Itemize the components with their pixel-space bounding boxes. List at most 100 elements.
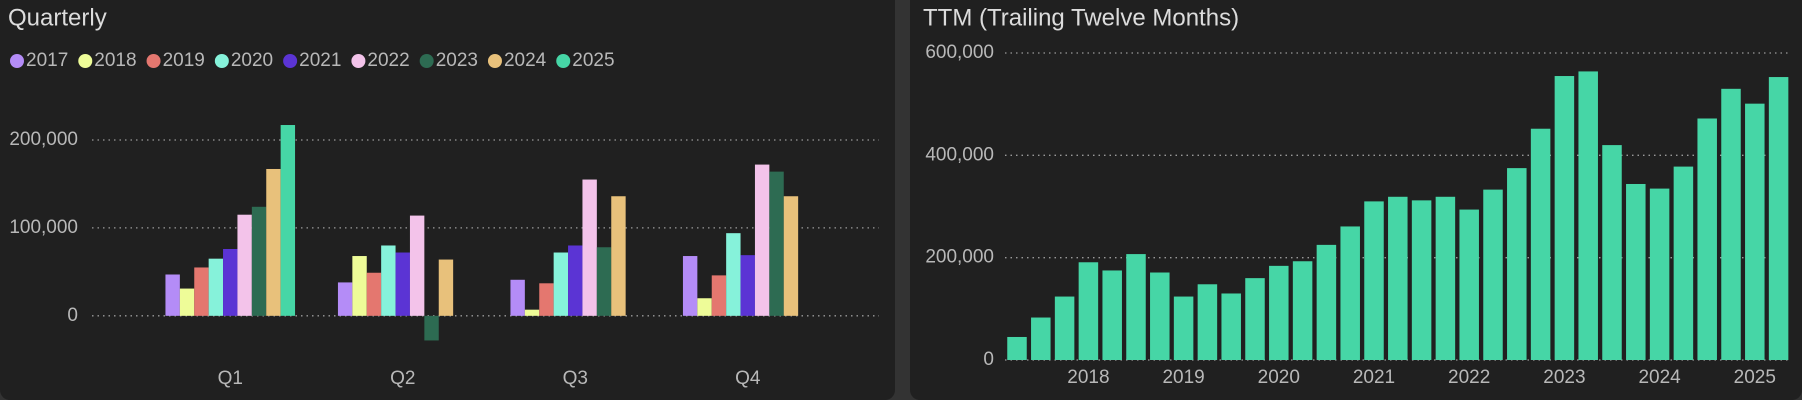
legend-label: 2017 [26, 50, 68, 71]
bar [1388, 196, 1408, 360]
bar [1459, 209, 1479, 360]
bar [165, 274, 180, 316]
bar [754, 164, 770, 316]
bar [337, 282, 353, 316]
legend-swatch [351, 54, 366, 68]
bar [1626, 183, 1646, 360]
legend-label: 2018 [94, 50, 136, 71]
bar [251, 206, 267, 316]
bar [352, 256, 367, 316]
chart-title: Quarterly [8, 4, 107, 31]
y-tick-label: 400,000 [925, 144, 994, 165]
legend-swatch [419, 54, 434, 68]
x-tick-label: 2024 [1638, 367, 1681, 388]
bar [1269, 265, 1289, 360]
x-tick-label: 2025 [1734, 367, 1776, 388]
bar [1411, 200, 1432, 360]
bar [1364, 201, 1384, 360]
bar [1649, 188, 1670, 360]
bar [1340, 226, 1360, 360]
x-tick-label: 2020 [1258, 367, 1300, 388]
bar [266, 168, 281, 316]
bar [1173, 296, 1194, 360]
bar [1054, 296, 1075, 360]
x-tick-label: Q4 [735, 368, 761, 389]
bar [223, 249, 238, 316]
bar [1697, 118, 1717, 360]
bar [596, 247, 612, 316]
bar [1078, 262, 1099, 360]
bar [280, 125, 296, 316]
bar [1530, 128, 1551, 360]
x-tick-label: 2018 [1067, 367, 1109, 388]
bar [726, 233, 741, 316]
x-tick-label: 2022 [1448, 367, 1490, 388]
x-tick-label: Q2 [390, 368, 415, 389]
bar [1578, 71, 1598, 361]
bar [682, 256, 698, 316]
bar [381, 245, 396, 316]
bar [424, 315, 439, 341]
bar [438, 259, 454, 316]
y-tick-label: 600,000 [925, 42, 994, 63]
bar [611, 196, 626, 316]
legend-label: 2021 [299, 50, 341, 71]
legend-label: 2019 [163, 50, 205, 71]
y-tick-label: 0 [983, 349, 994, 370]
bar [1007, 336, 1027, 360]
bar [366, 272, 382, 316]
legend-label: 2020 [231, 50, 273, 71]
y-tick-label: 0 [67, 305, 78, 326]
x-tick-label: 2021 [1353, 367, 1395, 388]
legend-label: 2022 [367, 50, 409, 71]
legend-label: 2024 [504, 50, 547, 71]
bar [697, 298, 712, 316]
bar [1292, 261, 1313, 360]
bar [783, 196, 799, 316]
legend-swatch [283, 54, 298, 68]
bar [1150, 272, 1170, 360]
legend-swatch [214, 54, 229, 68]
bar [539, 283, 554, 316]
bar [208, 258, 224, 316]
bar [1435, 196, 1456, 360]
legend-swatch [10, 54, 24, 68]
bar [1316, 244, 1337, 360]
legend-swatch [556, 54, 571, 68]
bar [1102, 270, 1122, 360]
bar [1197, 284, 1218, 360]
x-tick-label: Q1 [218, 368, 243, 389]
bar [1721, 88, 1741, 361]
bar [1221, 293, 1241, 360]
legend-swatch [146, 54, 161, 68]
bar [194, 267, 209, 316]
bar [582, 179, 597, 316]
legend-swatch [487, 54, 502, 68]
y-tick-label: 200,000 [925, 247, 994, 268]
bar [1554, 76, 1575, 361]
x-tick-label: 2019 [1162, 367, 1204, 388]
bar [1507, 168, 1527, 360]
bar [237, 214, 252, 316]
bar [1673, 166, 1694, 360]
bar [711, 275, 727, 316]
bar [1031, 317, 1051, 360]
y-tick-label: 200,000 [9, 129, 78, 150]
y-tick-label: 100,000 [9, 217, 78, 238]
bar [510, 279, 525, 316]
legend-label: 2023 [436, 50, 478, 71]
bar [409, 215, 425, 316]
legend-label: 2025 [572, 50, 614, 71]
x-tick-label: 2023 [1543, 367, 1585, 388]
x-tick-label: Q3 [563, 368, 588, 389]
bar [553, 252, 569, 316]
bar [179, 288, 195, 316]
bar [524, 309, 540, 316]
bar [769, 171, 784, 316]
bar [395, 252, 410, 316]
bar [568, 245, 583, 316]
bar [1602, 145, 1622, 360]
bar [1768, 77, 1789, 360]
bar [1126, 254, 1146, 360]
